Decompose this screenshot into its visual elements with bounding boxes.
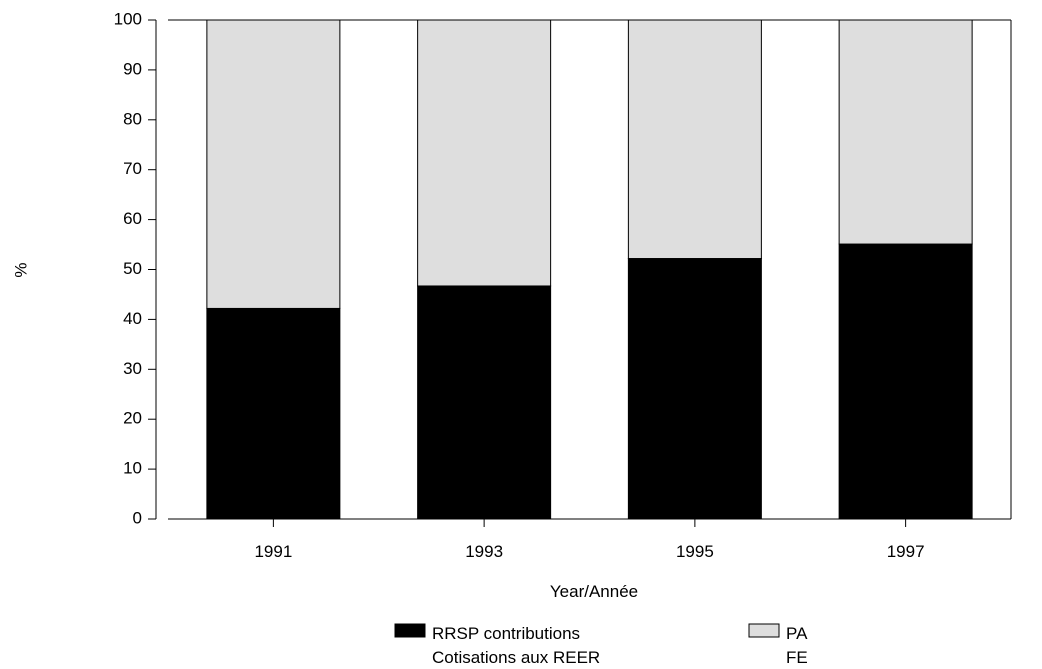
y-tick-label: 0 xyxy=(133,508,142,527)
x-ticks: 1991 1993 1995 1997 xyxy=(254,519,925,561)
x-tick-label: 1997 xyxy=(887,542,925,561)
bar-segment-pa xyxy=(417,19,552,287)
y-tick-label: 70 xyxy=(123,159,142,178)
legend-label-pa: PA xyxy=(786,624,808,643)
y-tick-label: 80 xyxy=(123,109,142,128)
bar-segment-pa xyxy=(838,19,973,245)
bars xyxy=(206,19,973,520)
x-tick-label: 1993 xyxy=(465,542,503,561)
y-tick-label: 50 xyxy=(123,259,142,278)
x-tick-label: 1995 xyxy=(676,542,714,561)
y-tick-label: 40 xyxy=(123,309,142,328)
bar-segment-pa xyxy=(627,19,762,260)
y-tick-label: 20 xyxy=(123,409,142,428)
bar-segment-pa xyxy=(206,19,341,309)
x-axis-title: Year/Année xyxy=(550,582,638,601)
y-ticks: 0 10 20 30 40 50 60 70 80 90 100 xyxy=(114,9,156,527)
y-axis-title: % xyxy=(11,262,30,277)
legend-label-pa-fr: FE xyxy=(786,648,808,667)
legend: RRSP contributions Cotisations aux REER … xyxy=(394,623,808,667)
y-tick-label: 10 xyxy=(123,459,142,478)
legend-label-rrsp-fr: Cotisations aux REER xyxy=(432,648,600,667)
bar-segment-rrsp xyxy=(417,285,552,520)
bar-segment-rrsp xyxy=(838,243,973,520)
y-tick-label: 90 xyxy=(123,59,142,78)
bar-segment-rrsp xyxy=(627,258,762,520)
y-tick-label: 100 xyxy=(114,9,142,28)
legend-swatch-rrsp xyxy=(394,623,426,638)
legend-swatch-pa xyxy=(748,623,780,638)
legend-label-rrsp: RRSP contributions xyxy=(432,624,580,643)
x-tick-label: 1991 xyxy=(254,542,292,561)
bar-segment-rrsp xyxy=(206,307,341,520)
y-tick-label: 60 xyxy=(123,209,142,228)
y-tick-label: 30 xyxy=(123,359,142,378)
